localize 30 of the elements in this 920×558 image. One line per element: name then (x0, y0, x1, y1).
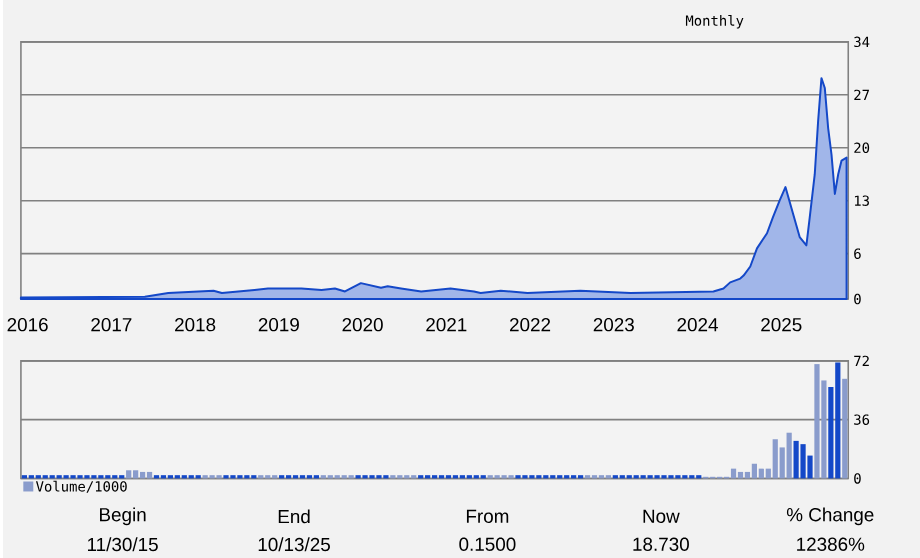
x-tick-label: 2021 (426, 317, 467, 332)
bar (126, 470, 132, 479)
bar (835, 362, 841, 479)
x-tick-label: 2025 (761, 317, 802, 332)
x-tick-label: 2023 (593, 317, 634, 332)
bar (800, 444, 806, 479)
bar (786, 432, 792, 479)
x-tick-label: 2020 (342, 317, 383, 332)
x-tick-label: 2019 (258, 317, 299, 332)
x-tick-label: 2016 (7, 317, 48, 332)
text: Now (643, 509, 680, 523)
text: Begin (100, 507, 146, 526)
text: End (278, 509, 310, 524)
bar (814, 364, 820, 479)
bar (133, 470, 139, 479)
text: % Change (786, 507, 874, 526)
x-tick-label: 2017 (91, 317, 132, 332)
bar (772, 439, 778, 479)
text: 18.730 (633, 537, 689, 551)
text: 11/30/15 (88, 537, 158, 552)
bar (793, 440, 799, 479)
text: 0.1500 (459, 537, 516, 551)
x-tick-label: 2022 (510, 317, 551, 332)
x-tick-label: 2018 (175, 317, 216, 332)
text: From (466, 509, 509, 523)
text: 12386% (797, 537, 865, 551)
x-tick-label: 2024 (677, 317, 718, 332)
text: 10/13/25 (258, 537, 330, 552)
bar (842, 378, 848, 479)
bar (751, 463, 757, 479)
